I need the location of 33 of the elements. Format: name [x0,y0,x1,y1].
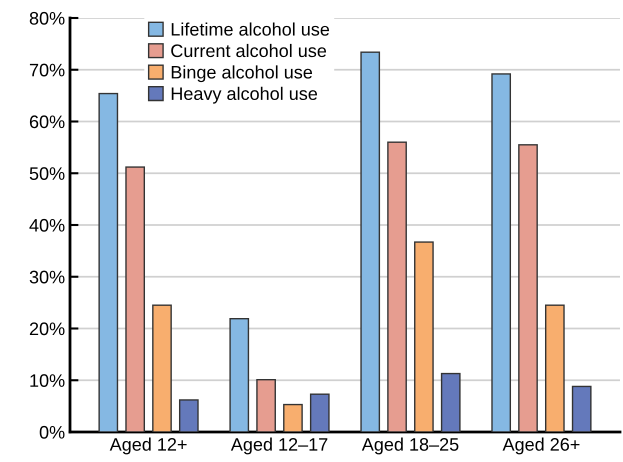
y-tick-label: 30% [30,270,64,284]
bar [572,386,592,432]
bar [256,379,276,432]
bar [360,51,380,432]
y-tick-label: 10% [30,374,64,387]
bar [544,304,565,432]
y-tick-label: 50% [30,167,64,180]
bar [229,318,250,432]
bar [387,142,407,432]
bar [310,394,330,432]
y-tick-label: 20% [30,322,64,336]
bar [518,144,538,432]
legend-label: Heavy alcohol use [172,86,318,104]
y-tick-label: 70% [30,64,64,76]
legend-label: Binge alcohol use [172,65,312,82]
x-tick-label: Aged 12–17 [230,438,328,454]
y-tick-label: 80% [30,12,64,25]
bar [152,304,172,432]
legend-label: Current alcohol use [171,44,326,58]
y-tick-label: 40% [29,218,64,232]
bar [491,73,512,432]
x-tick-label: Aged 26+ [502,438,580,454]
bar [414,241,434,432]
bar [98,92,118,432]
bar [178,399,199,432]
x-tick-label: Aged 12+ [110,438,187,454]
bar [283,404,303,432]
legend-label: Lifetime alcohol use [172,22,330,36]
x-tick-label: Aged 18–25 [362,438,458,454]
bar [440,372,461,432]
y-tick-label: 60% [30,115,64,128]
y-tick-label: 0% [40,426,64,439]
bar [125,166,146,432]
